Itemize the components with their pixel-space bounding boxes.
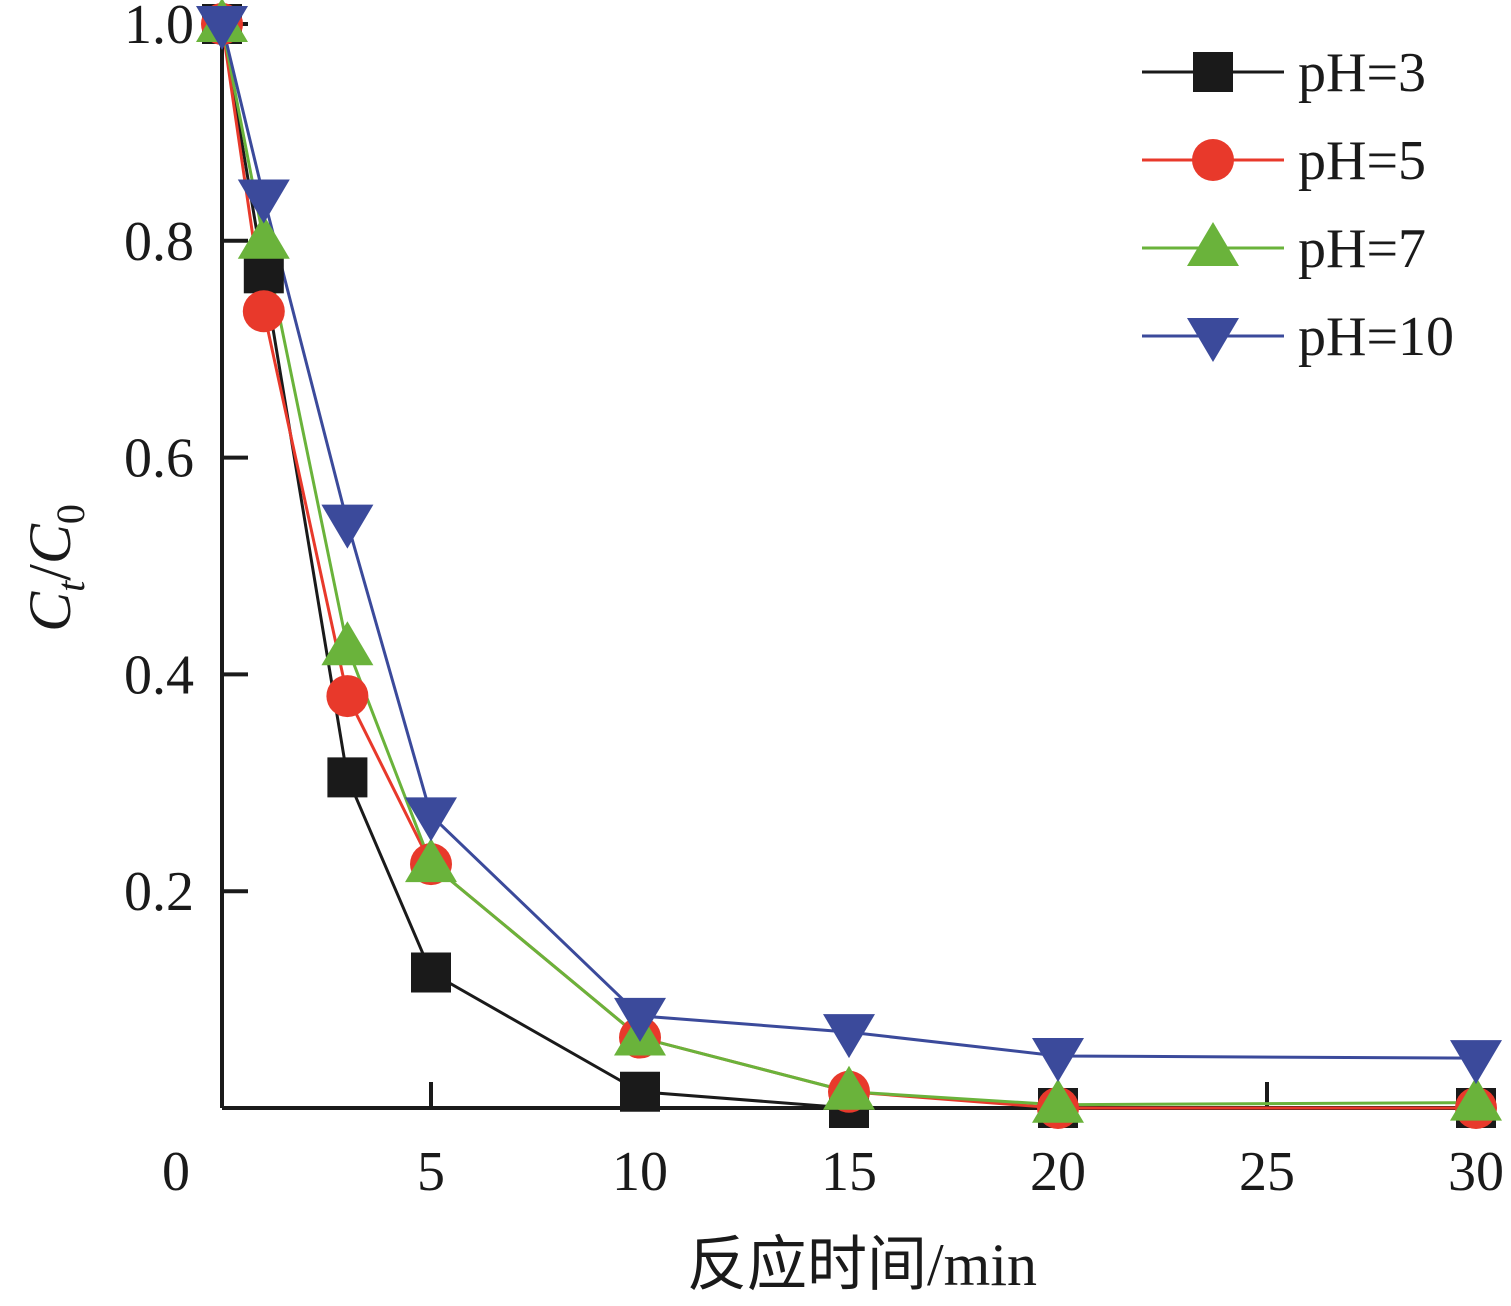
data-point-pH=3: [243, 253, 284, 294]
data-point-pH=10: [321, 504, 374, 549]
x-tick-label: 25: [1239, 1141, 1295, 1203]
data-point-pH=10: [237, 179, 290, 224]
y-axis-title-sub1: t: [48, 580, 93, 592]
x-tick-label: 5: [417, 1141, 445, 1203]
data-point-pH=3: [327, 757, 368, 798]
y-tick-label: 0.6: [124, 428, 194, 490]
data-point-pH=7: [405, 838, 457, 883]
series-line-pH=3: [220, 23, 1476, 1110]
data-point-pH=10: [614, 997, 666, 1042]
legend-marker: [1187, 318, 1239, 362]
data-point-pH=5: [242, 290, 285, 333]
x-tick-label: 30: [1448, 1141, 1504, 1203]
series-markers: [196, 0, 1502, 1129]
legend-marker: [1193, 52, 1233, 92]
data-point-pH=7: [1450, 1076, 1502, 1121]
y-tick-label: 0.2: [124, 861, 194, 923]
legend-label: pH=5: [1298, 130, 1426, 192]
data-point-pH=7: [823, 1065, 875, 1110]
data-point-pH=10: [1032, 1037, 1084, 1082]
x-tick-label: 15: [821, 1141, 877, 1203]
legend-marker: [1187, 222, 1239, 266]
data-point-pH=10: [1450, 1040, 1502, 1085]
data-point-pH=3: [411, 952, 451, 993]
series-lines: [220, 23, 1477, 1110]
data-point-pH=5: [326, 675, 369, 718]
x-tick-label: 0: [162, 1141, 190, 1203]
data-point-pH=3: [620, 1071, 660, 1112]
y-axis-title-sub2: 0: [48, 504, 93, 524]
y-tick-label: 0.4: [124, 644, 194, 706]
y-axis-title: Ct/C0: [17, 504, 93, 632]
y-tick-label: 0.8: [124, 211, 194, 273]
y-axis-title-c1: C: [17, 591, 83, 632]
x-axis-ticks: 0 5 10 15 20 25 30: [162, 1082, 1504, 1203]
series-line-pH=5: [220, 23, 1476, 1110]
data-point-pH=10: [405, 797, 457, 842]
legend-label: pH=10: [1298, 306, 1454, 368]
legend-marker: [1192, 139, 1234, 181]
data-point-pH=7: [321, 621, 374, 666]
legend-label: pH=7: [1298, 218, 1426, 280]
y-axis-title-c2: C: [17, 523, 83, 564]
x-axis-title: 反应时间/min: [687, 1232, 1037, 1298]
series-line-pH=10: [220, 23, 1477, 1060]
data-point-pH=10: [823, 1014, 875, 1059]
y-axis-ticks: 0.2 0.4 0.6 0.8 1.0: [124, 0, 248, 923]
data-point-pH=7: [237, 214, 290, 259]
x-tick-label: 10: [612, 1141, 668, 1203]
data-point-pH=10: [196, 6, 248, 50]
legend-label: pH=3: [1298, 42, 1426, 104]
series-line-pH=7: [220, 23, 1477, 1107]
legend: pH=3 pH=5 pH=7 pH=10: [1142, 42, 1454, 368]
y-tick-label: 1.0: [124, 0, 194, 56]
x-tick-label: 20: [1030, 1141, 1086, 1203]
y-axis-title-slash: /: [17, 564, 83, 581]
data-point-pH=7: [1032, 1078, 1084, 1123]
